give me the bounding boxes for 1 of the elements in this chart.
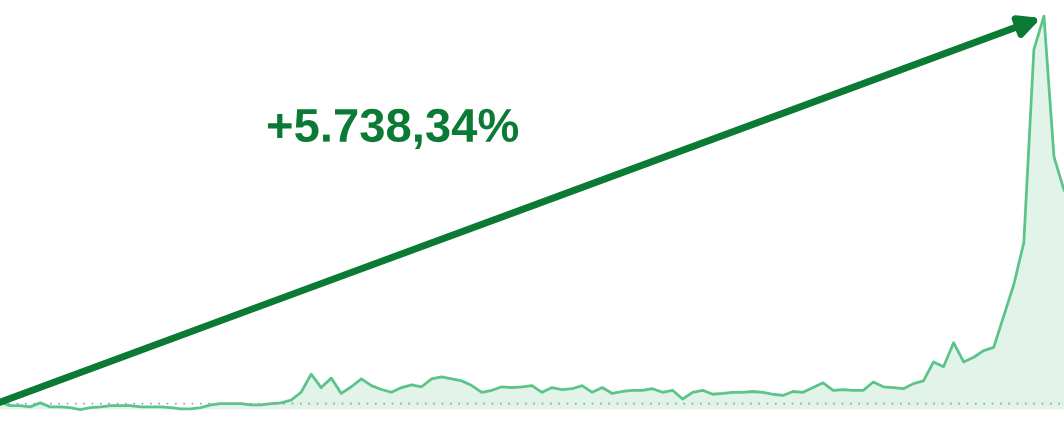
annotation: +5.738,34% [267, 108, 519, 149]
